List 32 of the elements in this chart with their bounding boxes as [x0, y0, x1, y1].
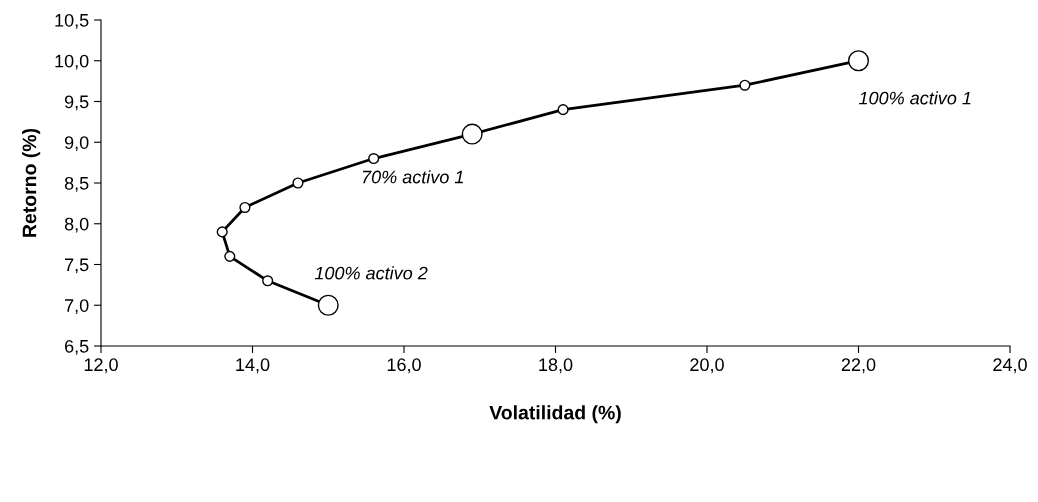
point	[216, 226, 228, 238]
x-tick-label: 12,0	[84, 358, 118, 374]
y-tick-label: 6,5	[65, 339, 89, 355]
annotation: 70% activo 1	[362, 170, 463, 184]
y-tick-label: 10,0	[55, 54, 89, 70]
point	[557, 104, 569, 116]
x-tick-label: 16,0	[387, 358, 421, 374]
point	[262, 275, 274, 287]
point	[847, 50, 870, 72]
point	[368, 152, 380, 165]
x-tick-label: 24,0	[993, 358, 1027, 374]
point	[292, 177, 304, 189]
annotation: 100% activo 1	[858, 91, 971, 105]
point	[739, 79, 751, 91]
y-tick-label: 10,5	[55, 13, 89, 29]
y-tick-label: 8,0	[64, 217, 89, 233]
y-axis-title: Retorno (%)	[22, 128, 41, 237]
y-tick-label: 9,0	[64, 136, 89, 152]
x-tick-label: 20,0	[690, 358, 724, 374]
point	[224, 250, 236, 262]
point	[317, 294, 339, 316]
point	[461, 123, 483, 145]
point	[239, 201, 251, 214]
y-tick-label: 8,5	[64, 176, 89, 192]
x-tick-label: 14,0	[236, 358, 270, 374]
x-axis-title: Volatilidad (%)	[489, 405, 621, 424]
y-tick-label: 7,5	[65, 258, 89, 274]
y-tick-label: 9,5	[64, 95, 89, 111]
y-tick-label: 7,0	[65, 299, 89, 315]
annotation: 100% activo 2	[314, 266, 428, 280]
x-tick-label: 22,0	[841, 358, 876, 374]
x-tick-label: 18,0	[539, 358, 573, 374]
